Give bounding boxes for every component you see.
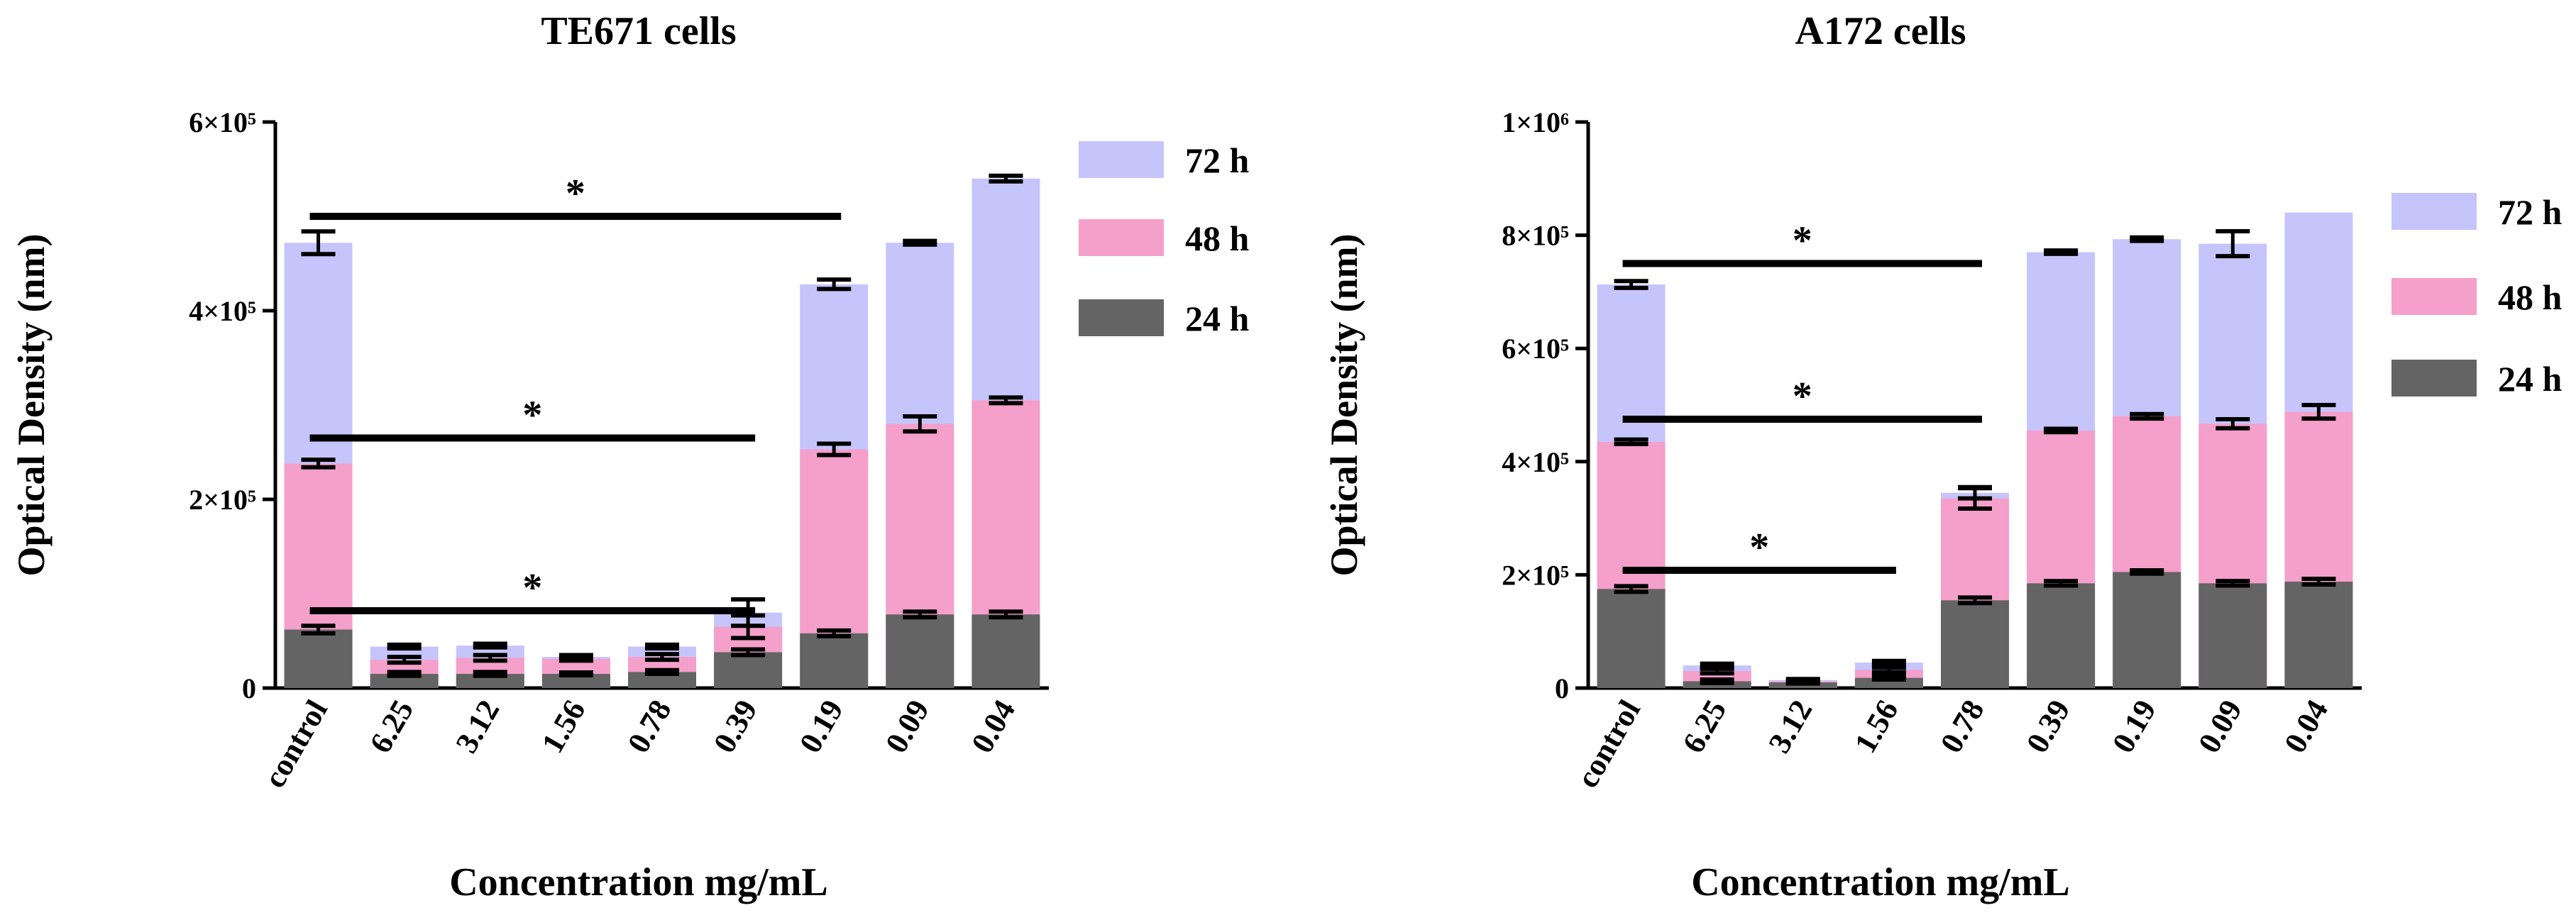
legend-label: 72 h: [2498, 192, 2563, 232]
x-tick-label: 0.19: [793, 694, 850, 759]
significance-star: *: [522, 394, 542, 438]
legend-label: 48 h: [2498, 277, 2563, 317]
x-axis-title: Concentration mg/mL: [1691, 860, 2070, 904]
legend-swatch-48h: [1079, 219, 1164, 256]
chart-te671: TE671 cells 0 2×10⁵ 4×10⁵ 6×10⁵ Optical Densi…: [10, 9, 1250, 904]
x-tick-label: 1.56: [1848, 694, 1905, 759]
bar-24h-0.09: [886, 614, 954, 688]
bar-24h-0.39: [714, 652, 783, 688]
y-tick-label: 0: [1555, 672, 1569, 704]
legend-label: 48 h: [1185, 218, 1250, 258]
y-tick-label: 2×10⁵: [1502, 559, 1569, 591]
x-tick-label: 3.12: [449, 694, 507, 759]
y-tick-label: 4×10⁵: [189, 295, 256, 327]
legend-swatch-72h: [1079, 141, 1164, 178]
significance-star: *: [1793, 219, 1812, 263]
y-tick-label: 8×10⁵: [1502, 220, 1569, 252]
x-tick-label: 0.09: [879, 694, 936, 759]
chart-a172: A172 cells 0 2×10⁵ 4×10⁵ 6×10⁵ 8×10⁵ 1×10⁶ Opti…: [1323, 9, 2563, 904]
bar-24h-0.19: [2113, 572, 2181, 688]
x-tick-label: 0.78: [621, 694, 678, 759]
x-axis-title: Concentration mg/mL: [449, 860, 828, 904]
x-tick-label: 0.04: [2277, 694, 2335, 759]
significance-star: *: [1793, 375, 1812, 419]
x-tick-label: 0.04: [964, 694, 1022, 759]
significance-star: *: [566, 172, 585, 216]
chart-title: A172 cells: [1795, 9, 1966, 53]
y-tick-label: 1×10⁶: [1502, 106, 1569, 138]
bar-24h-control: [284, 629, 353, 688]
bar-24h-0.19: [800, 633, 869, 688]
x-tick-label: control: [1570, 694, 1647, 794]
y-axis-title: Optical Density (nm): [1323, 234, 1365, 577]
y-tick-label: 4×10⁵: [1502, 446, 1569, 478]
y-tick-label: 6×10⁵: [189, 106, 256, 138]
x-tick-label: 6.25: [1675, 694, 1733, 759]
bar-24h-0.78: [1941, 600, 2009, 688]
x-tick-label: 1.56: [535, 694, 593, 759]
x-tick-label: 0.78: [1934, 694, 1991, 759]
legend-label: 72 h: [1185, 140, 1250, 180]
x-tick-label: 0.39: [2020, 694, 2077, 759]
x-tick-label: 3.12: [1762, 694, 1820, 759]
legend-swatch-24h: [2391, 360, 2477, 397]
y-tick-label: 2×10⁵: [189, 484, 256, 516]
chart-title: TE671 cells: [541, 9, 736, 53]
legend-label: 24 h: [2498, 359, 2563, 399]
bar-24h-0.04: [2284, 581, 2353, 688]
y-tick-label: 6×10⁵: [1502, 333, 1569, 365]
x-tick-label: 6.25: [363, 694, 420, 759]
legend-swatch-48h: [2391, 278, 2477, 315]
legend-label: 24 h: [1185, 299, 1250, 338]
bar-24h-0.09: [2198, 583, 2267, 688]
significance-star: *: [522, 566, 542, 610]
bar-24h-0.39: [2027, 583, 2096, 688]
legend-swatch-72h: [2391, 193, 2477, 230]
y-axis-title: Optical Density (nm): [10, 234, 53, 577]
x-tick-label: 0.19: [2106, 694, 2163, 759]
bar-24h-control: [1597, 589, 1666, 688]
legend-swatch-24h: [1079, 299, 1164, 336]
significance-star: *: [1749, 526, 1769, 570]
x-tick-label: 0.39: [707, 694, 764, 759]
x-tick-label: 0.09: [2191, 694, 2249, 759]
bar-24h-0.04: [971, 614, 1040, 688]
x-tick-label: control: [257, 694, 334, 794]
y-tick-label: 0: [242, 672, 256, 704]
